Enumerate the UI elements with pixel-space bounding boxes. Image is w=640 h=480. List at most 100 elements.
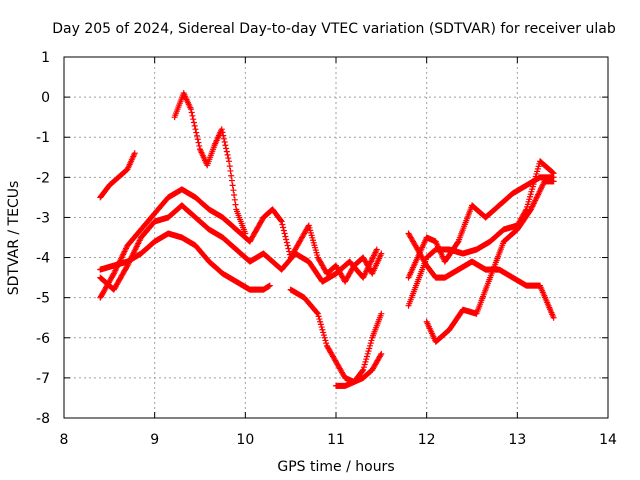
data-point <box>231 196 238 203</box>
grid <box>64 57 608 418</box>
data-point <box>362 358 369 365</box>
y-tick-label: -4 <box>36 251 50 267</box>
data-point <box>193 132 200 139</box>
data-point <box>218 126 225 133</box>
data-point <box>363 353 370 360</box>
data-point <box>280 227 287 234</box>
data-point <box>225 155 232 162</box>
x-tick-label: 11 <box>327 432 345 448</box>
x-tick-label: 8 <box>60 432 69 448</box>
data-point <box>280 224 287 231</box>
data-point <box>278 218 285 225</box>
data-point <box>368 337 375 344</box>
y-tick-label: -5 <box>36 291 50 307</box>
data-point <box>193 129 200 136</box>
data-series-arc-3 <box>97 186 385 301</box>
data-point <box>228 177 235 184</box>
data-point <box>266 282 273 289</box>
data-point <box>279 221 286 228</box>
data-point <box>229 182 236 189</box>
data-point <box>226 158 233 165</box>
y-axis-label: SDTVAR / TECUs <box>6 181 22 296</box>
data-point <box>220 135 227 142</box>
data-point <box>188 109 195 116</box>
data-point <box>317 318 324 325</box>
data-point <box>220 132 227 139</box>
data-point <box>191 122 198 129</box>
data-point <box>319 326 326 333</box>
data-point <box>378 250 385 257</box>
data-point <box>323 340 330 347</box>
data-point <box>320 332 327 339</box>
data-point <box>190 116 197 123</box>
data-point <box>364 350 371 357</box>
chart-title: Day 205 of 2024, Sidereal Day-to-day VTE… <box>52 21 616 37</box>
data-point <box>318 324 325 331</box>
x-tick-label: 10 <box>236 432 254 448</box>
data-point <box>187 106 194 113</box>
data-series-arc-6 <box>287 286 385 385</box>
data-point <box>361 361 368 368</box>
data-point <box>281 230 288 237</box>
data-point <box>367 342 373 349</box>
y-tick-label: -1 <box>36 130 50 146</box>
data-point <box>227 167 234 174</box>
x-tick-label: 9 <box>150 432 159 448</box>
data-point <box>359 367 366 374</box>
data-point <box>223 148 230 155</box>
data-series-arc-7 <box>333 350 385 389</box>
data-point <box>321 334 328 341</box>
data-point <box>223 145 230 152</box>
data-point <box>231 191 238 198</box>
data-point <box>363 356 370 363</box>
data-point <box>230 187 237 194</box>
y-tick-label: -8 <box>36 411 50 427</box>
data-point <box>378 310 385 317</box>
data-point <box>194 136 201 143</box>
data-point <box>221 139 228 146</box>
data-point <box>195 139 202 146</box>
data-point <box>224 151 231 158</box>
data-point <box>322 337 329 344</box>
data-point <box>192 126 199 133</box>
data-point <box>377 352 384 359</box>
data-point <box>317 321 324 328</box>
data-point <box>314 309 321 316</box>
data-point <box>277 217 284 224</box>
y-tick-label: 0 <box>41 90 50 106</box>
x-axis-label: GPS time / hours <box>277 459 394 475</box>
data-series-arc-5 <box>97 230 273 293</box>
data-point <box>196 142 203 149</box>
data-point <box>285 245 292 252</box>
data-point <box>286 248 293 255</box>
data-point <box>320 329 327 336</box>
data-point <box>190 119 197 126</box>
y-tick-label: -2 <box>36 170 50 186</box>
y-tick-label: -3 <box>36 210 50 226</box>
data-series-arc-10 <box>405 174 557 281</box>
data-series-arc-11 <box>423 178 557 345</box>
data-point <box>226 163 233 170</box>
data-point <box>228 172 235 179</box>
data-point <box>189 112 196 119</box>
data-point <box>315 313 322 320</box>
data-point <box>283 236 290 243</box>
data-point <box>360 364 367 371</box>
data-point <box>222 142 229 149</box>
data-point <box>232 201 239 208</box>
data-point <box>366 345 373 352</box>
data-points <box>97 90 557 389</box>
data-point <box>316 316 323 323</box>
data-series-arc-4 <box>97 202 380 293</box>
data-point <box>367 340 374 347</box>
data-point <box>283 239 290 246</box>
data-point <box>550 178 557 185</box>
data-series-arc-2 <box>171 90 249 237</box>
y-tick-label: -6 <box>36 331 50 347</box>
x-tick-label: 14 <box>599 432 617 448</box>
data-point <box>360 366 367 373</box>
data-point <box>284 242 291 249</box>
data-point <box>219 129 226 136</box>
